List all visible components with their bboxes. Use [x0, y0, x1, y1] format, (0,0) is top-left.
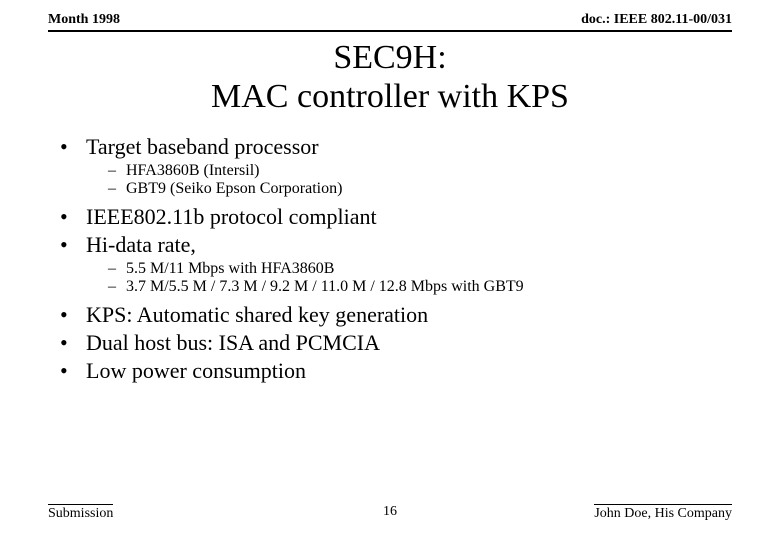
bullet-list: Target baseband processor HFA3860B (Inte…: [48, 134, 732, 384]
bullet-item: KPS: Automatic shared key generation: [48, 302, 732, 328]
sub-item: HFA3860B (Intersil): [108, 162, 732, 180]
slide-title: SEC9H: MAC controller with KPS: [48, 38, 732, 116]
bullet-text: KPS: Automatic shared key generation: [86, 302, 428, 327]
bullet-item: Low power consumption: [48, 358, 732, 384]
bullet-item: IEEE802.11b protocol compliant: [48, 204, 732, 230]
sub-list: HFA3860B (Intersil) GBT9 (Seiko Epson Co…: [108, 162, 732, 198]
sub-item: GBT9 (Seiko Epson Corporation): [108, 180, 732, 198]
sub-text: HFA3860B (Intersil): [126, 162, 259, 179]
footer-left: Submission: [48, 504, 113, 522]
bullet-item: Target baseband processor HFA3860B (Inte…: [48, 134, 732, 198]
sub-text: 3.7 M/5.5 M / 7.3 M / 9.2 M / 11.0 M / 1…: [126, 278, 524, 295]
slide-header: Month 1998 doc.: IEEE 802.11-00/031: [48, 0, 732, 32]
title-line-2: MAC controller with KPS: [48, 77, 732, 116]
bullet-text: IEEE802.11b protocol compliant: [86, 204, 377, 229]
bullet-text: Dual host bus: ISA and PCMCIA: [86, 330, 380, 355]
sub-list: 5.5 M/11 Mbps with HFA3860B 3.7 M/5.5 M …: [108, 260, 732, 296]
footer-page-number: 16: [383, 504, 397, 520]
header-date: Month 1998: [48, 12, 120, 28]
footer-right: John Doe, His Company: [594, 504, 732, 522]
bullet-text: Hi-data rate,: [86, 232, 196, 257]
sub-text: 5.5 M/11 Mbps with HFA3860B: [126, 260, 334, 277]
sub-item: 5.5 M/11 Mbps with HFA3860B: [108, 260, 732, 278]
slide-footer: Submission 16 John Doe, His Company: [48, 504, 732, 522]
bullet-text: Target baseband processor: [86, 134, 319, 159]
bullet-item: Hi-data rate, 5.5 M/11 Mbps with HFA3860…: [48, 232, 732, 296]
title-line-1: SEC9H:: [48, 38, 732, 77]
sub-text: GBT9 (Seiko Epson Corporation): [126, 180, 342, 197]
header-doc-id: doc.: IEEE 802.11-00/031: [581, 12, 732, 28]
bullet-item: Dual host bus: ISA and PCMCIA: [48, 330, 732, 356]
sub-item: 3.7 M/5.5 M / 7.3 M / 9.2 M / 11.0 M / 1…: [108, 278, 732, 296]
bullet-text: Low power consumption: [86, 358, 306, 383]
